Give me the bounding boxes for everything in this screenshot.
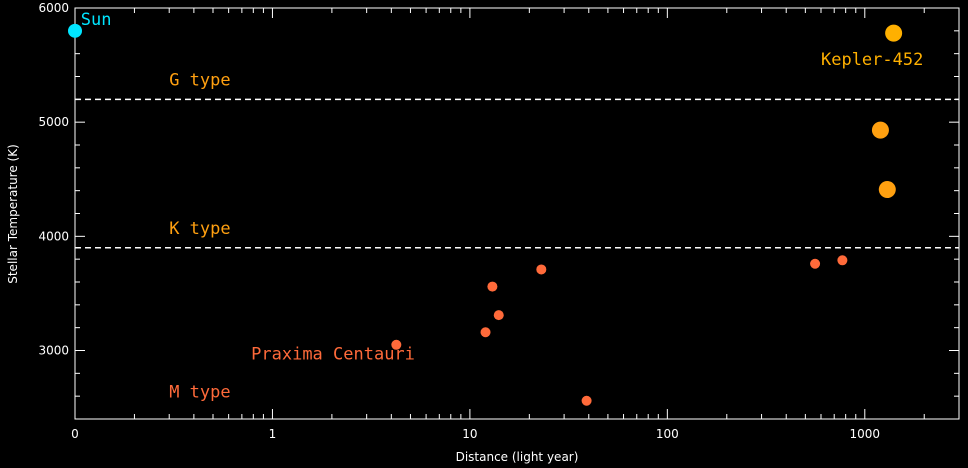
x-tick-label: 1000 xyxy=(850,427,881,441)
data-point xyxy=(810,258,821,269)
data-point xyxy=(493,310,504,321)
annotation-label: Kepler-452 xyxy=(821,50,923,70)
data-point xyxy=(878,181,896,199)
data-point xyxy=(837,255,848,266)
y-tick-label: 6000 xyxy=(38,1,69,15)
x-tick-label: 1 xyxy=(269,427,277,441)
annotation-label: Sun xyxy=(81,10,112,30)
x-tick-label: 0 xyxy=(71,427,79,441)
data-point xyxy=(536,264,547,275)
data-point xyxy=(885,24,903,42)
x-axis-title: Distance (light year) xyxy=(456,450,579,464)
annotation-label: K type xyxy=(169,219,230,239)
x-tick-label: 10 xyxy=(462,427,477,441)
y-axis-title: Stellar Temperature (K) xyxy=(6,144,20,284)
y-tick-label: 3000 xyxy=(38,344,69,358)
data-point xyxy=(68,23,82,38)
data-point xyxy=(480,327,491,338)
data-point xyxy=(391,339,402,350)
annotation-label: M type xyxy=(169,382,230,402)
annotation-label: Praxima Centauri xyxy=(251,345,415,365)
data-point xyxy=(581,395,592,406)
y-tick-label: 5000 xyxy=(38,115,69,129)
annotation-label: G type xyxy=(169,71,230,91)
data-point xyxy=(487,281,498,292)
x-tick-label: 100 xyxy=(656,427,679,441)
y-tick-label: 4000 xyxy=(38,229,69,243)
data-point xyxy=(871,121,889,139)
